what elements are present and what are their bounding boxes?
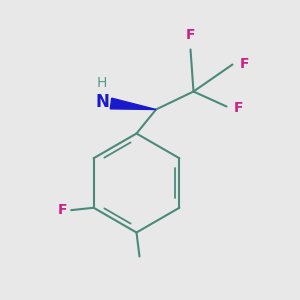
Text: F: F bbox=[234, 101, 244, 115]
Text: H: H bbox=[97, 76, 107, 90]
Text: F: F bbox=[186, 28, 195, 42]
Text: F: F bbox=[240, 58, 250, 71]
Polygon shape bbox=[110, 98, 156, 110]
Text: N: N bbox=[95, 93, 109, 111]
Text: F: F bbox=[58, 203, 68, 217]
